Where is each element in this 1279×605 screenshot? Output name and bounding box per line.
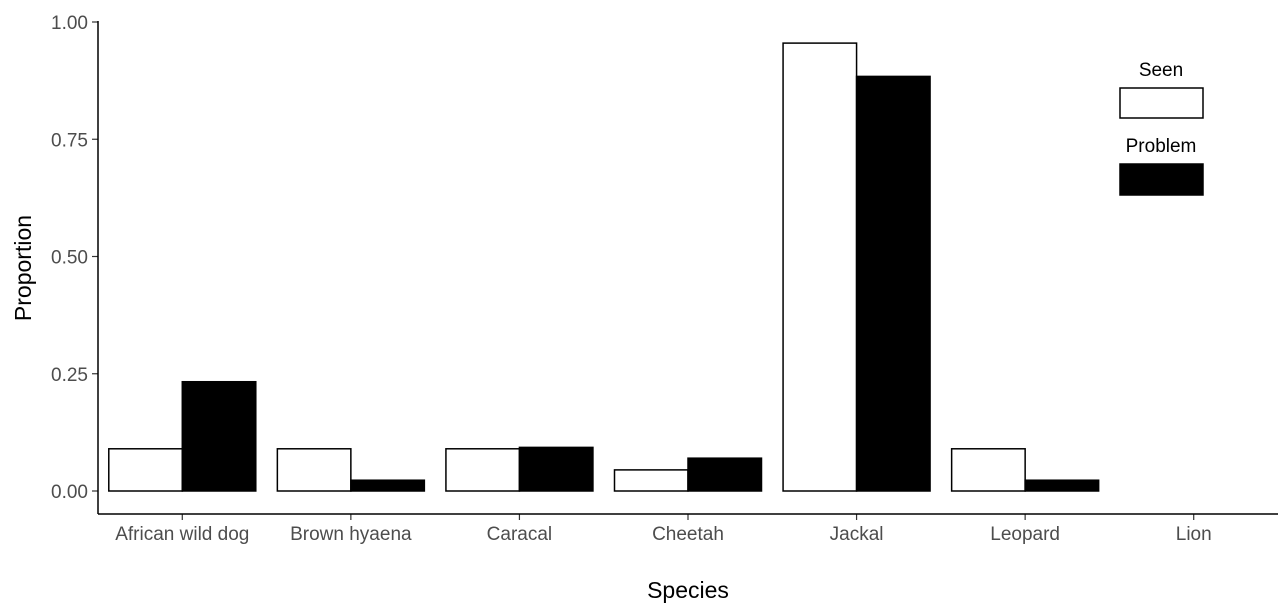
bar-problem-caracal (518, 446, 594, 492)
y-tick-label: 0.50 (51, 248, 88, 269)
bar-problem-jackal (855, 75, 931, 492)
x-tick-label: Lion (1176, 524, 1212, 545)
bar-seen-jackal (782, 42, 858, 492)
x-axis-title: Species (647, 577, 729, 603)
x-tick-label: Brown hyaena (290, 524, 412, 545)
legend-swatch-seen (1119, 87, 1204, 119)
bar-problem-african-wild-dog (181, 380, 257, 492)
x-tick-label: Caracal (487, 524, 552, 545)
bar-seen-brown-hyaena (276, 448, 352, 492)
bars (108, 42, 1100, 492)
bar-seen-african-wild-dog (108, 448, 184, 492)
y-tick-label: 1.00 (51, 13, 88, 34)
y-tick-label: 0.75 (51, 130, 88, 151)
x-tick-label: Cheetah (652, 524, 724, 545)
y-axis-ticks: 0.00 0.25 0.50 0.75 1.00 (51, 13, 98, 503)
bar-problem-leopard (1024, 479, 1100, 492)
legend: Seen Problem (1119, 60, 1204, 196)
legend-swatch-problem (1119, 163, 1204, 196)
legend-label-problem: Problem (1126, 136, 1197, 157)
bar-seen-leopard (950, 448, 1026, 492)
x-axis-ticks: African wild dog Brown hyaena Caracal Cheet… (115, 514, 1212, 545)
bar-seen-cheetah (613, 469, 689, 492)
y-axis-title: Proportion (10, 215, 36, 321)
x-tick-label: African wild dog (115, 524, 249, 545)
bar-problem-brown-hyaena (350, 479, 426, 492)
bar-seen-caracal (445, 448, 521, 492)
legend-label-seen: Seen (1139, 60, 1183, 81)
y-tick-label: 0.00 (51, 482, 88, 503)
y-tick-label: 0.25 (51, 365, 88, 386)
bar-problem-cheetah (687, 457, 763, 492)
x-tick-label: Jackal (830, 524, 884, 545)
x-tick-label: Leopard (990, 524, 1060, 545)
